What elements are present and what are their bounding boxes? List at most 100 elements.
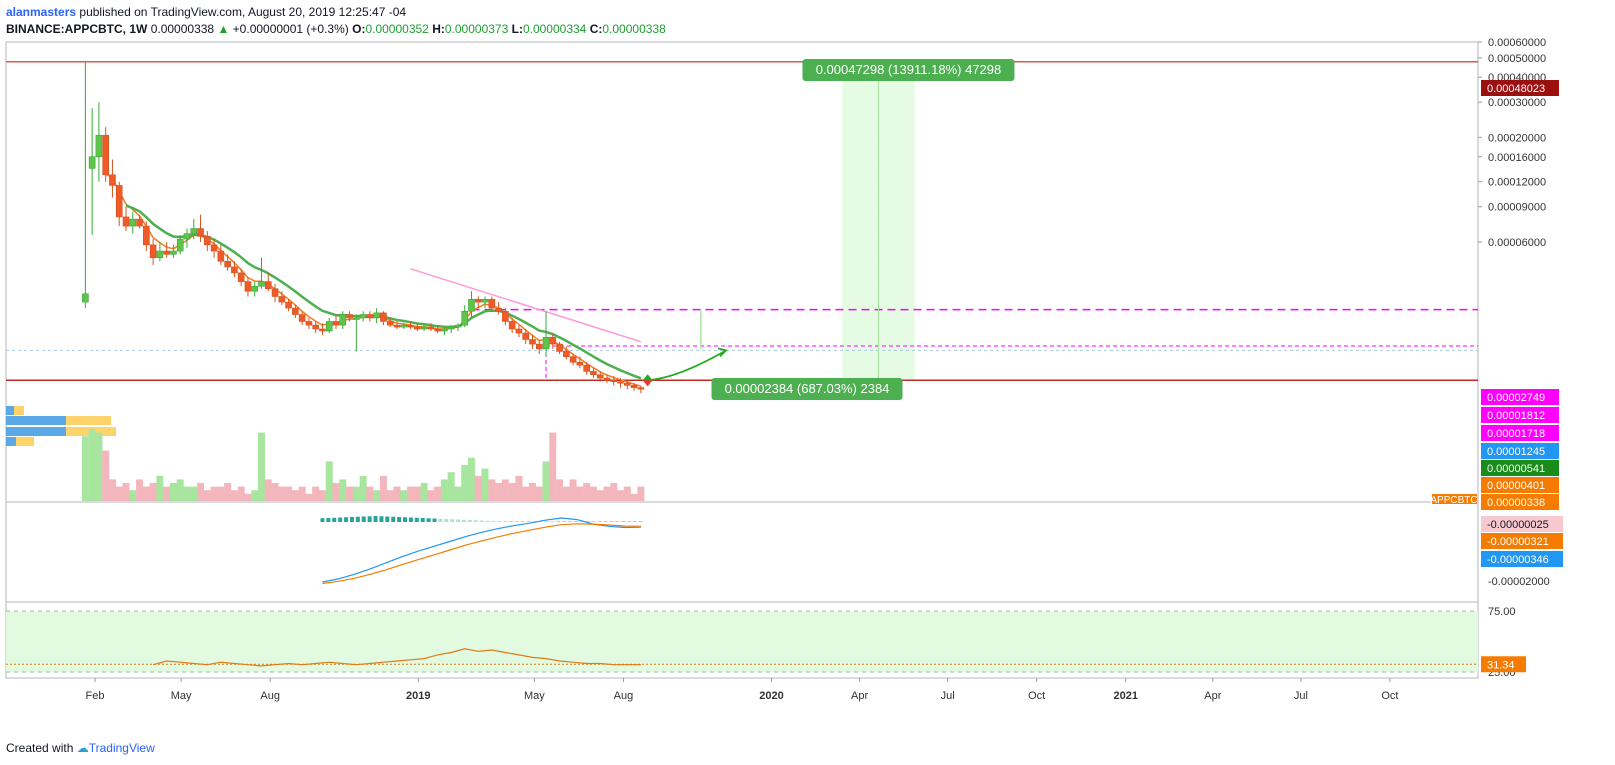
volume-bar <box>623 486 631 501</box>
candle-body <box>624 382 631 386</box>
volume-bar <box>413 486 421 501</box>
close-value: 0.00000338 <box>602 22 666 36</box>
candle-body <box>339 314 347 326</box>
candle-body <box>129 218 137 227</box>
candle-body <box>353 317 360 320</box>
volume-bar <box>210 486 218 501</box>
macd-histogram-bar <box>408 517 413 522</box>
volume-bar <box>81 436 89 501</box>
candle-body <box>271 288 279 297</box>
candle-body <box>359 314 367 319</box>
volume-bar <box>379 475 387 501</box>
macd-histogram-bar <box>444 519 449 522</box>
volume-bar <box>278 486 286 501</box>
volume-bar <box>190 486 198 501</box>
high-label: H: <box>432 22 445 36</box>
macd-histogram-bar <box>574 521 579 522</box>
candle-body <box>190 228 198 234</box>
volume-bar <box>149 483 157 501</box>
volume-bar <box>224 483 232 501</box>
macd-histogram-bar <box>349 517 354 522</box>
macd-histogram-bar <box>503 521 508 522</box>
macd-histogram-bar <box>373 516 378 522</box>
volume-bar <box>481 468 489 501</box>
volume-bar <box>129 490 137 501</box>
candle-body <box>210 244 218 252</box>
macd-histogram-bar <box>361 516 366 522</box>
x-tick-label: Jul <box>1294 690 1308 702</box>
volume-bar <box>203 490 211 501</box>
volume-bar <box>501 479 509 501</box>
macd-histogram-bar <box>479 520 484 522</box>
candle-body <box>508 321 516 330</box>
volume-bar <box>156 475 164 501</box>
volume-bar <box>312 486 320 501</box>
candle-body <box>481 298 489 303</box>
x-tick-label: 2021 <box>1113 690 1137 702</box>
candle-body <box>149 244 157 259</box>
macd-histogram-bar <box>432 518 437 522</box>
volume-bar <box>434 486 442 501</box>
macd-histogram-bar <box>338 517 343 522</box>
candle-body <box>542 336 550 350</box>
candle-body <box>407 324 414 328</box>
candle-body <box>502 310 509 322</box>
macd-value-label: -0.00000321 <box>1487 536 1549 548</box>
candle-body <box>617 381 624 384</box>
x-tick-label: Jul <box>941 690 955 702</box>
y-tick-label: 0.00020000 <box>1488 132 1546 144</box>
price-label: 0.00001718 <box>1487 428 1545 440</box>
macd-histogram-bar <box>491 521 496 522</box>
volume-bar <box>488 479 496 501</box>
candle-body <box>88 156 96 169</box>
macd-histogram-bar <box>385 516 390 522</box>
volume-bar <box>407 486 415 501</box>
candle-body <box>576 361 584 366</box>
candle-body <box>325 321 333 332</box>
volume-bar <box>603 486 611 501</box>
arrow-head-icon <box>717 347 728 358</box>
x-tick-label: May <box>524 690 545 702</box>
macd-histogram-bar <box>320 518 325 522</box>
candle-body <box>237 272 245 282</box>
price-label: 0.00048023 <box>1487 83 1545 95</box>
candle-body <box>346 314 353 319</box>
candle-body <box>549 336 557 345</box>
macd-histogram-bar <box>456 519 461 522</box>
tradingview-link[interactable]: TradingView <box>88 741 155 755</box>
candle-body <box>529 339 536 345</box>
volume-bar <box>169 483 177 501</box>
volume-profile-bar <box>6 437 16 446</box>
price-label-bg <box>1481 407 1559 423</box>
macd-histogram-bar <box>414 517 419 522</box>
candle-body <box>312 324 319 330</box>
macd-histogram-bar <box>438 518 443 522</box>
candle-body <box>583 364 590 372</box>
low-label: L: <box>511 22 523 36</box>
candle-body <box>637 387 645 390</box>
volume-profile-bar <box>6 406 14 415</box>
signal-line <box>322 523 641 585</box>
volume-bar <box>461 465 469 501</box>
author-link[interactable]: alanmasters <box>6 5 77 19</box>
price-label-bg <box>1481 443 1559 459</box>
macd-histogram-bar <box>397 517 402 522</box>
macd-histogram-bar <box>509 521 514 522</box>
rsi-band <box>6 611 1478 672</box>
candle-body <box>109 174 116 186</box>
macd-tick-label: -0.00002000 <box>1488 576 1550 588</box>
macd-histogram-bar <box>550 521 555 522</box>
projection-arrow <box>647 349 727 382</box>
y-tick-label: 0.00030000 <box>1488 97 1546 109</box>
candle-body <box>610 379 618 383</box>
volume-bar <box>589 486 597 501</box>
macd-histogram-bar <box>609 521 614 522</box>
macd-line <box>322 517 641 583</box>
price-label-bg <box>1481 389 1559 405</box>
volume-bar <box>142 486 150 501</box>
x-tick-label: Apr <box>851 690 868 702</box>
symbol-label[interactable]: BINANCE:APPCBTC, 1W <box>6 22 148 36</box>
volume-bar <box>217 486 225 501</box>
symbol-tag-bg <box>1432 494 1477 504</box>
